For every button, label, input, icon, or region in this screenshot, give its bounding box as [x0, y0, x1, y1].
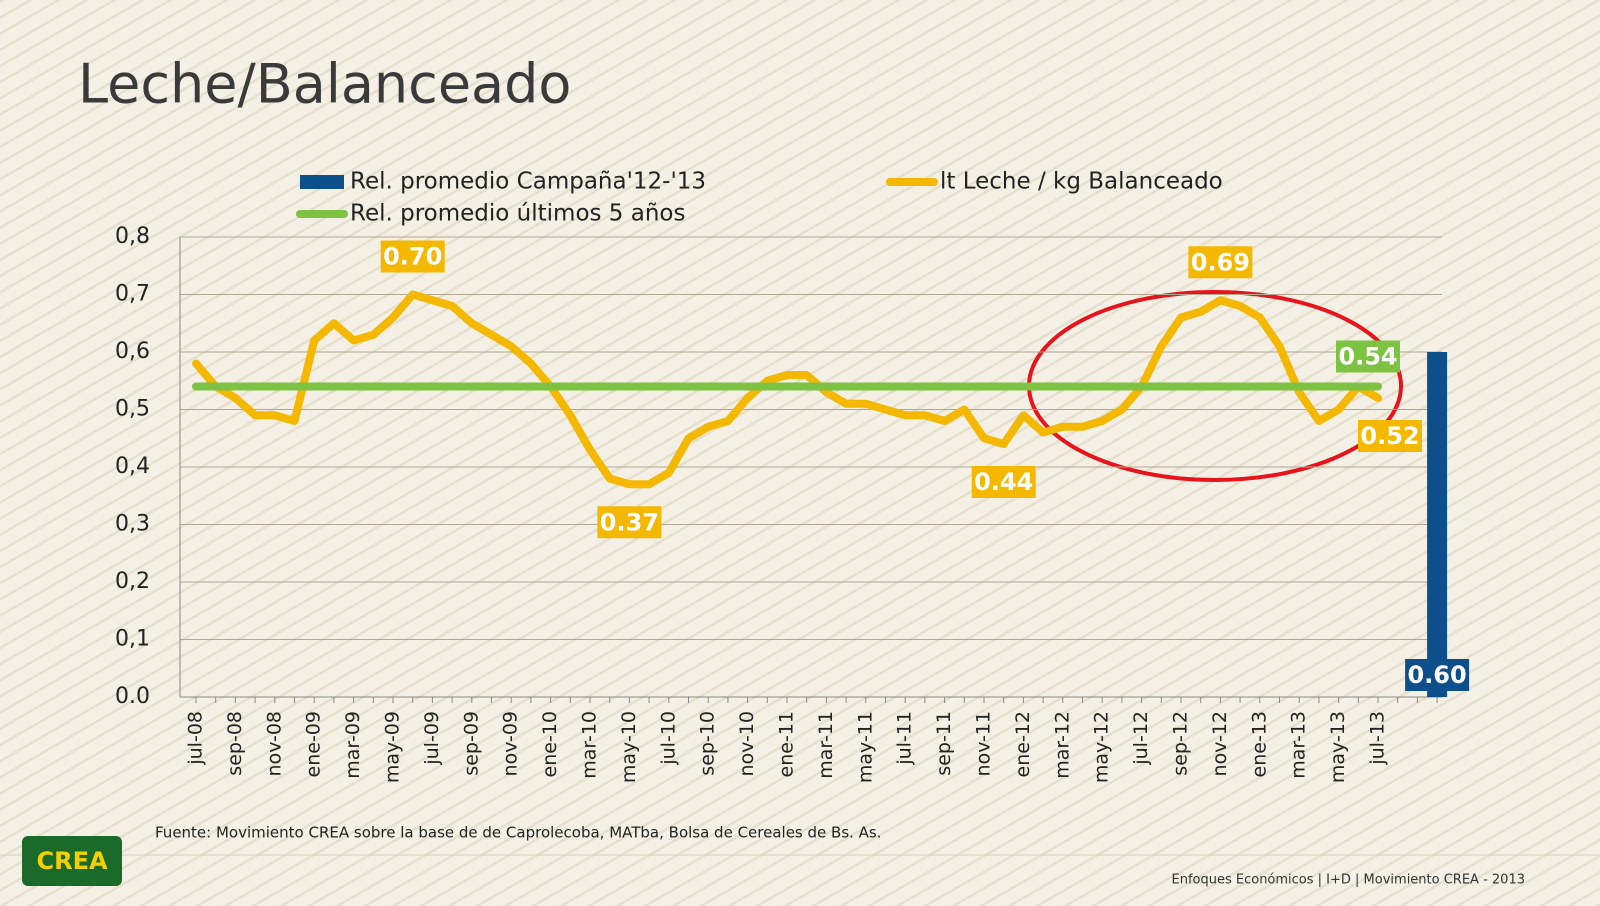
data-label: 0.70: [383, 243, 442, 271]
x-tick-label: jul-13: [1367, 711, 1389, 766]
data-label-box: [1358, 420, 1422, 452]
data-label: 0.54: [1338, 343, 1397, 371]
y-tick-label: 0,4: [115, 454, 150, 479]
y-tick-label: 0,1: [115, 627, 150, 652]
x-tick-label: ene-11: [776, 711, 798, 777]
x-tick-label: nov-11: [973, 711, 995, 776]
x-tick-label: sep-11: [933, 711, 955, 776]
x-tick-label: ene-09: [303, 711, 325, 777]
x-tick-label: nov-08: [263, 711, 285, 776]
x-tick-label: may-11: [854, 711, 876, 783]
x-tick-label: sep-08: [224, 711, 246, 776]
bar: [1427, 352, 1448, 697]
y-tick-label: 0,5: [115, 397, 150, 422]
x-tick-label: may-10: [618, 711, 640, 783]
y-tick-label: 0,6: [115, 339, 150, 364]
y-tick-label: 0,8: [115, 224, 150, 249]
data-label-box: [380, 240, 445, 273]
data-label-box: [1188, 246, 1253, 279]
x-tick-label: nov-12: [1209, 711, 1231, 776]
data-label-box: [971, 466, 1036, 498]
x-tick-label: sep-09: [460, 711, 482, 776]
data-label: 0.52: [1360, 422, 1419, 450]
slide-title: Leche/Balanceado: [78, 53, 571, 116]
data-label: 0.44: [974, 468, 1033, 496]
data-label: 0.69: [1191, 248, 1250, 276]
x-tick-label: jul-10: [657, 711, 679, 766]
x-tick-label: sep-12: [1170, 711, 1192, 776]
data-label-box: [1405, 659, 1470, 691]
x-tick-label: jul-08: [185, 711, 207, 766]
line: [192, 290, 1382, 489]
x-tick-label: sep-10: [697, 711, 719, 776]
x-tick-label: mar-13: [1288, 711, 1310, 779]
logo: CREA: [36, 847, 107, 875]
legend-label: Rel. promedio Campaña'12-'13: [350, 169, 706, 195]
y-tick-label: 0.0: [115, 684, 150, 709]
x-tick-label: nov-09: [500, 711, 522, 776]
x-tick-label: jul-12: [1130, 711, 1152, 766]
y-tick-label: 0,2: [115, 569, 150, 594]
x-tick-label: mar-09: [342, 711, 364, 779]
x-tick-label: mar-10: [579, 711, 601, 779]
x-tick-label: mar-11: [815, 711, 837, 779]
source-note: Fuente: Movimiento CREA sobre la base de…: [155, 824, 882, 842]
data-label-box: [597, 506, 662, 539]
x-tick-label: nov-10: [736, 711, 758, 776]
x-tick-label: ene-13: [1248, 711, 1270, 777]
footer: Enfoques Económicos | I+D | Movimiento C…: [1172, 873, 1526, 888]
data-label-box: [1336, 340, 1400, 373]
x-tick-label: may-13: [1327, 711, 1349, 783]
logo-box: [22, 836, 122, 886]
legend-label: lt Leche / kg Balanceado: [940, 169, 1223, 195]
y-tick-label: 0,7: [115, 282, 150, 307]
legend-label: Rel. promedio últimos 5 años: [350, 201, 685, 227]
x-tick-label: jul-11: [894, 711, 916, 766]
legend-swatch: [300, 175, 344, 189]
y-tick-label: 0,3: [115, 512, 150, 537]
x-tick-label: mar-12: [1051, 711, 1073, 779]
x-tick-label: jul-09: [421, 711, 443, 766]
x-tick-label: ene-10: [539, 711, 561, 777]
x-tick-label: ene-12: [1012, 711, 1034, 777]
data-label: 0.60: [1407, 661, 1466, 689]
chart: 0.0 0,1 0,2 0,3 0,4 0,5 0,6 0,7 0,8 jul-08 sep-08 n…: [115, 169, 1470, 783]
x-tick-label: may-12: [1091, 711, 1113, 783]
x-tick-label: may-09: [382, 711, 404, 783]
data-label: 0.37: [600, 508, 659, 536]
